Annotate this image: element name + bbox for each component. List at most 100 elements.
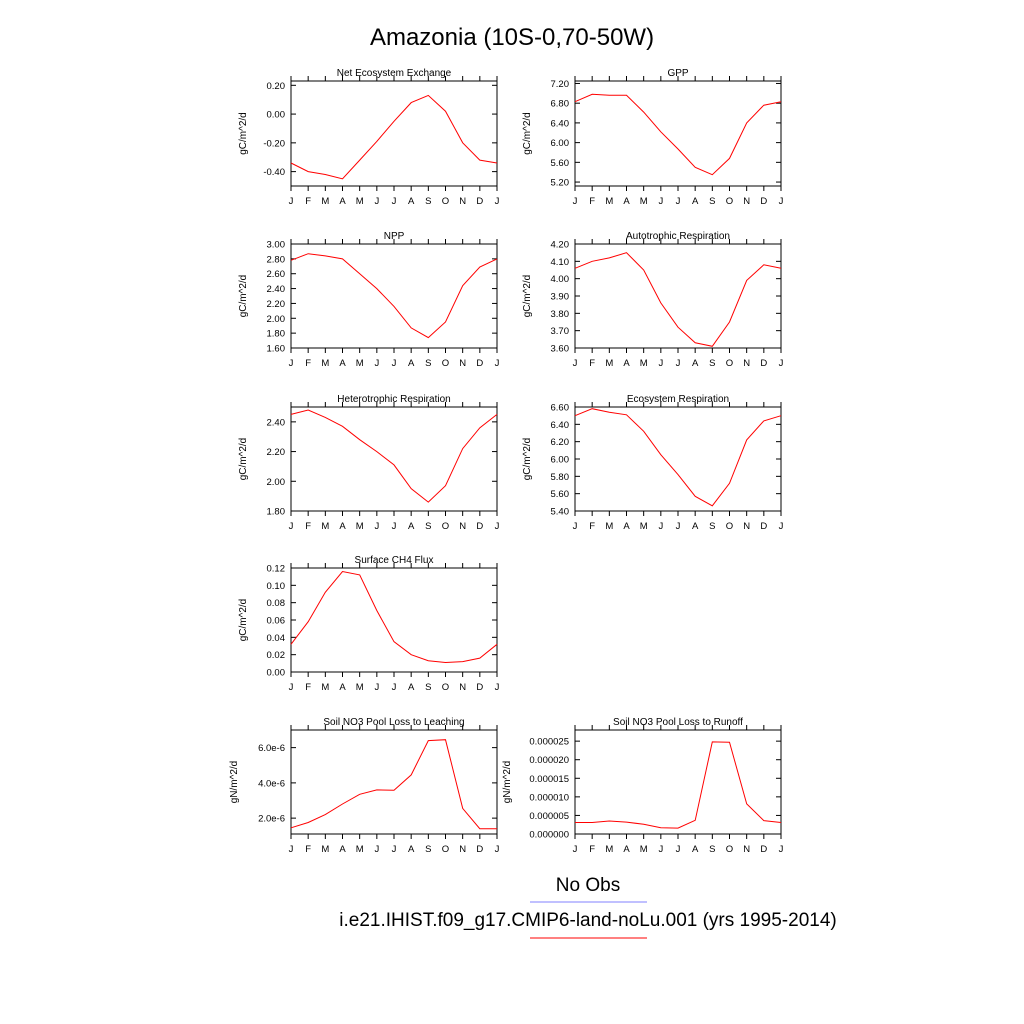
y-axis-label: gC/m^2/d xyxy=(522,275,533,318)
x-tick-label: J xyxy=(392,196,397,207)
x-tick-label: A xyxy=(408,844,415,855)
x-tick-label: J xyxy=(495,521,500,532)
x-tick-label: J xyxy=(495,196,500,207)
y-tick-label: 2.20 xyxy=(267,447,286,458)
y-tick-label: 3.70 xyxy=(551,326,570,337)
x-tick-label: D xyxy=(760,196,767,207)
x-tick-label: F xyxy=(305,196,311,207)
y-tick-label: 0.20 xyxy=(267,81,286,92)
x-tick-label: O xyxy=(442,521,449,532)
x-tick-label: J xyxy=(374,358,379,369)
figure-title: Amazonia (10S-0,70-50W) xyxy=(370,24,654,51)
x-tick-label: M xyxy=(356,844,364,855)
y-axis-label: gN/m^2/d xyxy=(229,761,240,804)
panel-title: GPP xyxy=(667,68,688,79)
x-tick-label: J xyxy=(289,358,294,369)
x-tick-label: J xyxy=(779,196,784,207)
panel-1: Net Ecosystem Exchange gC/m^2/d -0.40 -0.20… xyxy=(238,68,500,207)
y-tick-label: 6.40 xyxy=(551,118,570,129)
x-tick-label: M xyxy=(640,844,648,855)
x-tick-label: S xyxy=(709,521,715,532)
y-tick-label: 0.06 xyxy=(267,616,286,627)
panel-9: Soil NO3 Pool Loss to Runoff gN/m^2/d 0.00… xyxy=(502,717,784,855)
x-tick-label: F xyxy=(589,844,595,855)
y-tick-label: 0.00 xyxy=(267,668,286,679)
x-tick-label: D xyxy=(476,196,483,207)
y-axis-label: gC/m^2/d xyxy=(238,112,249,155)
x-tick-label: N xyxy=(743,196,750,207)
x-tick-label: D xyxy=(476,358,483,369)
x-tick-label: N xyxy=(743,358,750,369)
x-tick-label: S xyxy=(709,196,715,207)
y-tick-label: 3.80 xyxy=(551,309,570,320)
x-tick-label: M xyxy=(356,196,364,207)
x-tick-label: A xyxy=(623,196,630,207)
panel-title: Net Ecosystem Exchange xyxy=(337,68,452,79)
series-line xyxy=(575,741,782,829)
x-tick-label: J xyxy=(289,682,294,693)
panel-8: Soil NO3 Pool Loss to Leaching gN/m^2/d 2.… xyxy=(229,717,500,855)
x-tick-label: O xyxy=(726,358,733,369)
y-tick-label: 2.20 xyxy=(267,299,286,310)
x-tick-label: A xyxy=(408,521,415,532)
y-tick-label: 5.20 xyxy=(551,178,570,189)
x-tick-label: F xyxy=(589,196,595,207)
x-tick-label: J xyxy=(392,844,397,855)
x-tick-label: J xyxy=(676,358,681,369)
y-tick-label: 3.00 xyxy=(267,240,286,251)
y-tick-label: 0.04 xyxy=(267,633,286,644)
y-tick-label: 1.80 xyxy=(267,507,286,518)
x-tick-label: J xyxy=(676,521,681,532)
x-tick-label: J xyxy=(573,844,578,855)
x-tick-label: J xyxy=(658,196,663,207)
panel-3: NPP gC/m^2/d 1.60 1.80 2.00 2.20 2.40 2.60 2.80 3… xyxy=(238,231,500,369)
plot-frame xyxy=(574,729,782,835)
x-tick-label: A xyxy=(692,358,699,369)
x-tick-label: J xyxy=(289,521,294,532)
x-tick-label: J xyxy=(573,196,578,207)
x-tick-label: N xyxy=(743,844,750,855)
x-tick-label: D xyxy=(760,521,767,532)
x-tick-label: M xyxy=(321,844,329,855)
x-tick-label: A xyxy=(623,521,630,532)
plot-frame xyxy=(574,243,782,349)
x-tick-label: J xyxy=(573,358,578,369)
x-tick-label: J xyxy=(779,521,784,532)
x-tick-label: O xyxy=(442,358,449,369)
plot-frame xyxy=(290,80,498,187)
x-tick-label: J xyxy=(658,521,663,532)
x-tick-label: M xyxy=(640,358,648,369)
y-tick-label: 2.0e-6 xyxy=(258,814,285,825)
y-tick-label: 7.20 xyxy=(551,79,570,90)
x-tick-label: O xyxy=(726,521,733,532)
x-tick-label: O xyxy=(442,196,449,207)
y-tick-label: 0.000025 xyxy=(529,737,569,748)
y-tick-label: 3.60 xyxy=(551,344,570,355)
x-tick-label: J xyxy=(289,196,294,207)
x-tick-label: J xyxy=(573,521,578,532)
panel-title: Soil NO3 Pool Loss to Runoff xyxy=(613,717,743,728)
x-tick-label: J xyxy=(676,196,681,207)
series-line xyxy=(290,253,498,339)
x-tick-label: J xyxy=(779,358,784,369)
y-axis-label: gC/m^2/d xyxy=(238,275,249,318)
y-axis-label: gC/m^2/d xyxy=(238,599,249,642)
y-tick-label: 3.90 xyxy=(551,292,570,303)
x-tick-label: S xyxy=(425,358,431,369)
x-tick-label: A xyxy=(339,844,346,855)
x-tick-label: J xyxy=(374,844,379,855)
x-tick-label: J xyxy=(289,844,294,855)
y-tick-label: 6.00 xyxy=(551,138,570,149)
x-tick-label: N xyxy=(459,358,466,369)
y-tick-label: 2.00 xyxy=(267,314,286,325)
x-tick-label: J xyxy=(374,521,379,532)
y-axis-label: gC/m^2/d xyxy=(522,438,533,481)
x-tick-label: S xyxy=(425,682,431,693)
y-tick-label: 2.80 xyxy=(267,254,286,265)
x-tick-label: M xyxy=(605,358,613,369)
x-tick-label: N xyxy=(459,844,466,855)
x-tick-label: A xyxy=(692,844,699,855)
x-tick-label: N xyxy=(743,521,750,532)
x-tick-label: J xyxy=(658,844,663,855)
x-tick-label: N xyxy=(459,196,466,207)
